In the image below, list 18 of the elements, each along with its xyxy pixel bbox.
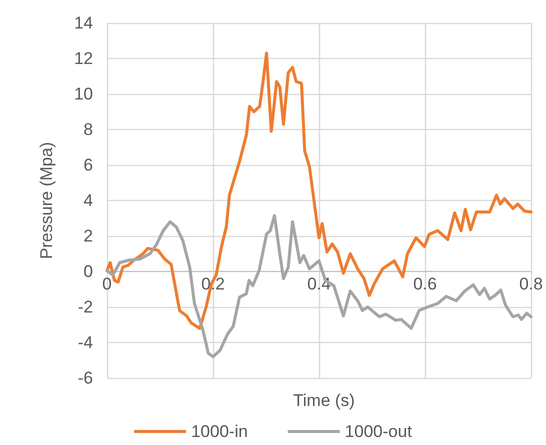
y-axis-title: Pressure (Mpa)	[37, 142, 56, 260]
y-tick-label: 14	[74, 14, 93, 32]
legend-label: 1000-out	[344, 422, 412, 441]
y-tick-label: 6	[84, 156, 93, 174]
y-tick-label: 0	[84, 262, 93, 281]
x-tick-label: 0	[102, 274, 112, 294]
y-tick-label: 10	[74, 84, 93, 104]
y-tick-label: -6	[78, 368, 93, 388]
y-tick-label: -4	[78, 333, 93, 352]
y-tick-label: 12	[74, 49, 93, 68]
legend-label: 1000-in	[191, 422, 248, 441]
x-tick-label: 0.8	[519, 274, 543, 294]
y-tick-label: 4	[84, 191, 93, 210]
x-tick-label: 0.6	[413, 274, 437, 294]
x-axis-title: Time (s)	[293, 391, 355, 410]
y-tick-label: 8	[84, 120, 93, 139]
y-tick-label: -2	[78, 298, 93, 316]
y-tick-label: 2	[84, 226, 93, 246]
